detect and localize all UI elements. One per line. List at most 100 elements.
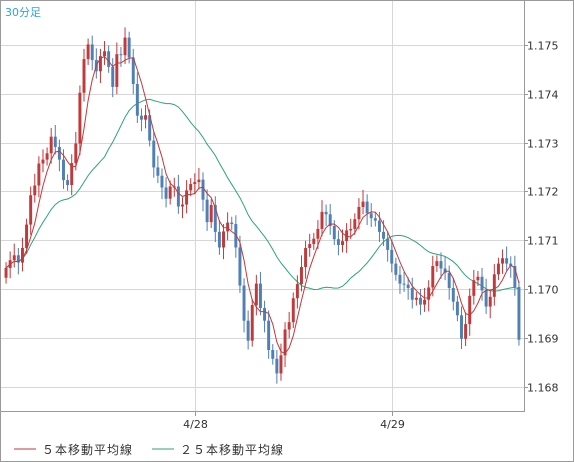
candle-body — [394, 263, 398, 275]
candle-body — [312, 238, 316, 245]
candle-body — [267, 320, 271, 350]
candle-body — [98, 56, 102, 72]
candle-body — [49, 136, 53, 154]
candle-body — [488, 296, 492, 307]
candle-body — [29, 195, 33, 225]
candle-body — [336, 239, 340, 246]
candle-body — [464, 324, 468, 339]
candle-body — [365, 201, 369, 214]
candle-body — [435, 261, 439, 267]
candle-body — [62, 159, 65, 181]
timeframe-label: 30分足 — [5, 6, 41, 19]
candle-body — [263, 308, 267, 321]
candle-body — [414, 297, 418, 300]
legend: ５本移動平均線 ２５本移動平均線 — [14, 442, 283, 457]
candle-body — [332, 226, 336, 240]
candle-body — [447, 272, 451, 288]
candle-body — [189, 184, 193, 191]
candle-body — [357, 206, 361, 220]
candle-body — [443, 268, 447, 273]
candle-body — [103, 51, 107, 57]
candle-body — [242, 285, 246, 321]
ma25-line — [5, 98, 520, 292]
candle-body — [205, 199, 209, 223]
candle-body — [308, 244, 312, 248]
y-tick-label: 1.172 — [527, 186, 559, 199]
y-tick-label: 1.173 — [527, 138, 559, 151]
candle-body — [139, 115, 143, 120]
candle-body — [226, 222, 230, 232]
y-tick-label: 1.170 — [527, 284, 559, 297]
candle-body — [304, 247, 308, 268]
candle-body — [476, 276, 480, 281]
candle-body — [82, 59, 86, 93]
candle-body — [390, 249, 394, 264]
candle-body — [258, 283, 262, 309]
candle-body — [246, 320, 250, 341]
candle-body — [406, 284, 410, 288]
y-tick-label: 1.168 — [527, 382, 559, 395]
candle-body — [164, 187, 168, 199]
candle-body — [16, 255, 20, 263]
candle-body — [37, 163, 41, 186]
candle-body — [111, 66, 115, 87]
candle-body — [213, 205, 217, 232]
candle-body — [427, 287, 431, 300]
candle-body — [341, 241, 344, 246]
candle-body — [505, 258, 509, 264]
candle-body — [468, 295, 472, 325]
candle-body — [353, 219, 357, 229]
candle-body — [135, 83, 139, 116]
candle-body — [328, 214, 332, 227]
candle-body — [57, 146, 61, 160]
candle-body — [361, 201, 365, 207]
candle-body — [156, 167, 160, 176]
candle-body — [369, 213, 373, 219]
candles-layer — [4, 27, 521, 384]
candle-body — [300, 267, 303, 285]
candle-body — [12, 255, 16, 261]
x-axis: 4/28 4/29 — [183, 411, 405, 431]
candle-body — [283, 329, 287, 356]
candle-body — [418, 297, 422, 305]
candle-body — [70, 163, 74, 186]
candle-body — [349, 228, 353, 231]
candle-body — [127, 37, 131, 58]
candle-body — [193, 182, 197, 185]
candle-body — [53, 136, 57, 147]
y-axis: 1.175 1.174 1.173 1.172 1.171 1.170 1.169 1.168 — [524, 40, 559, 395]
candle-body — [455, 301, 459, 316]
ma5-line — [5, 56, 520, 355]
y-tick-label: 1.171 — [527, 235, 559, 248]
candle-body — [66, 180, 70, 186]
candle-body — [291, 298, 295, 323]
candle-body — [410, 288, 414, 300]
candle-body — [4, 267, 8, 278]
candle-body — [386, 238, 390, 250]
y-tick-label: 1.174 — [527, 89, 559, 102]
candle-body — [33, 185, 37, 196]
candle-body — [217, 231, 221, 248]
ma5-layer — [5, 56, 520, 355]
candle-body — [41, 159, 45, 164]
candle-body — [86, 44, 90, 60]
candle-body — [148, 115, 152, 141]
candle-body — [373, 218, 377, 221]
candle-body — [279, 355, 283, 374]
candle-body — [324, 211, 328, 215]
candle-body — [119, 54, 123, 56]
candle-body — [45, 153, 49, 160]
candle-body — [451, 288, 455, 302]
candle-body — [197, 179, 201, 183]
ma25-layer — [5, 98, 520, 292]
candle-body — [201, 179, 205, 200]
candle-body — [501, 258, 505, 264]
candle-body — [20, 247, 24, 263]
candle-body — [492, 274, 496, 297]
candle-body — [254, 283, 258, 306]
candle-body — [316, 228, 320, 239]
candle-body — [238, 247, 242, 286]
